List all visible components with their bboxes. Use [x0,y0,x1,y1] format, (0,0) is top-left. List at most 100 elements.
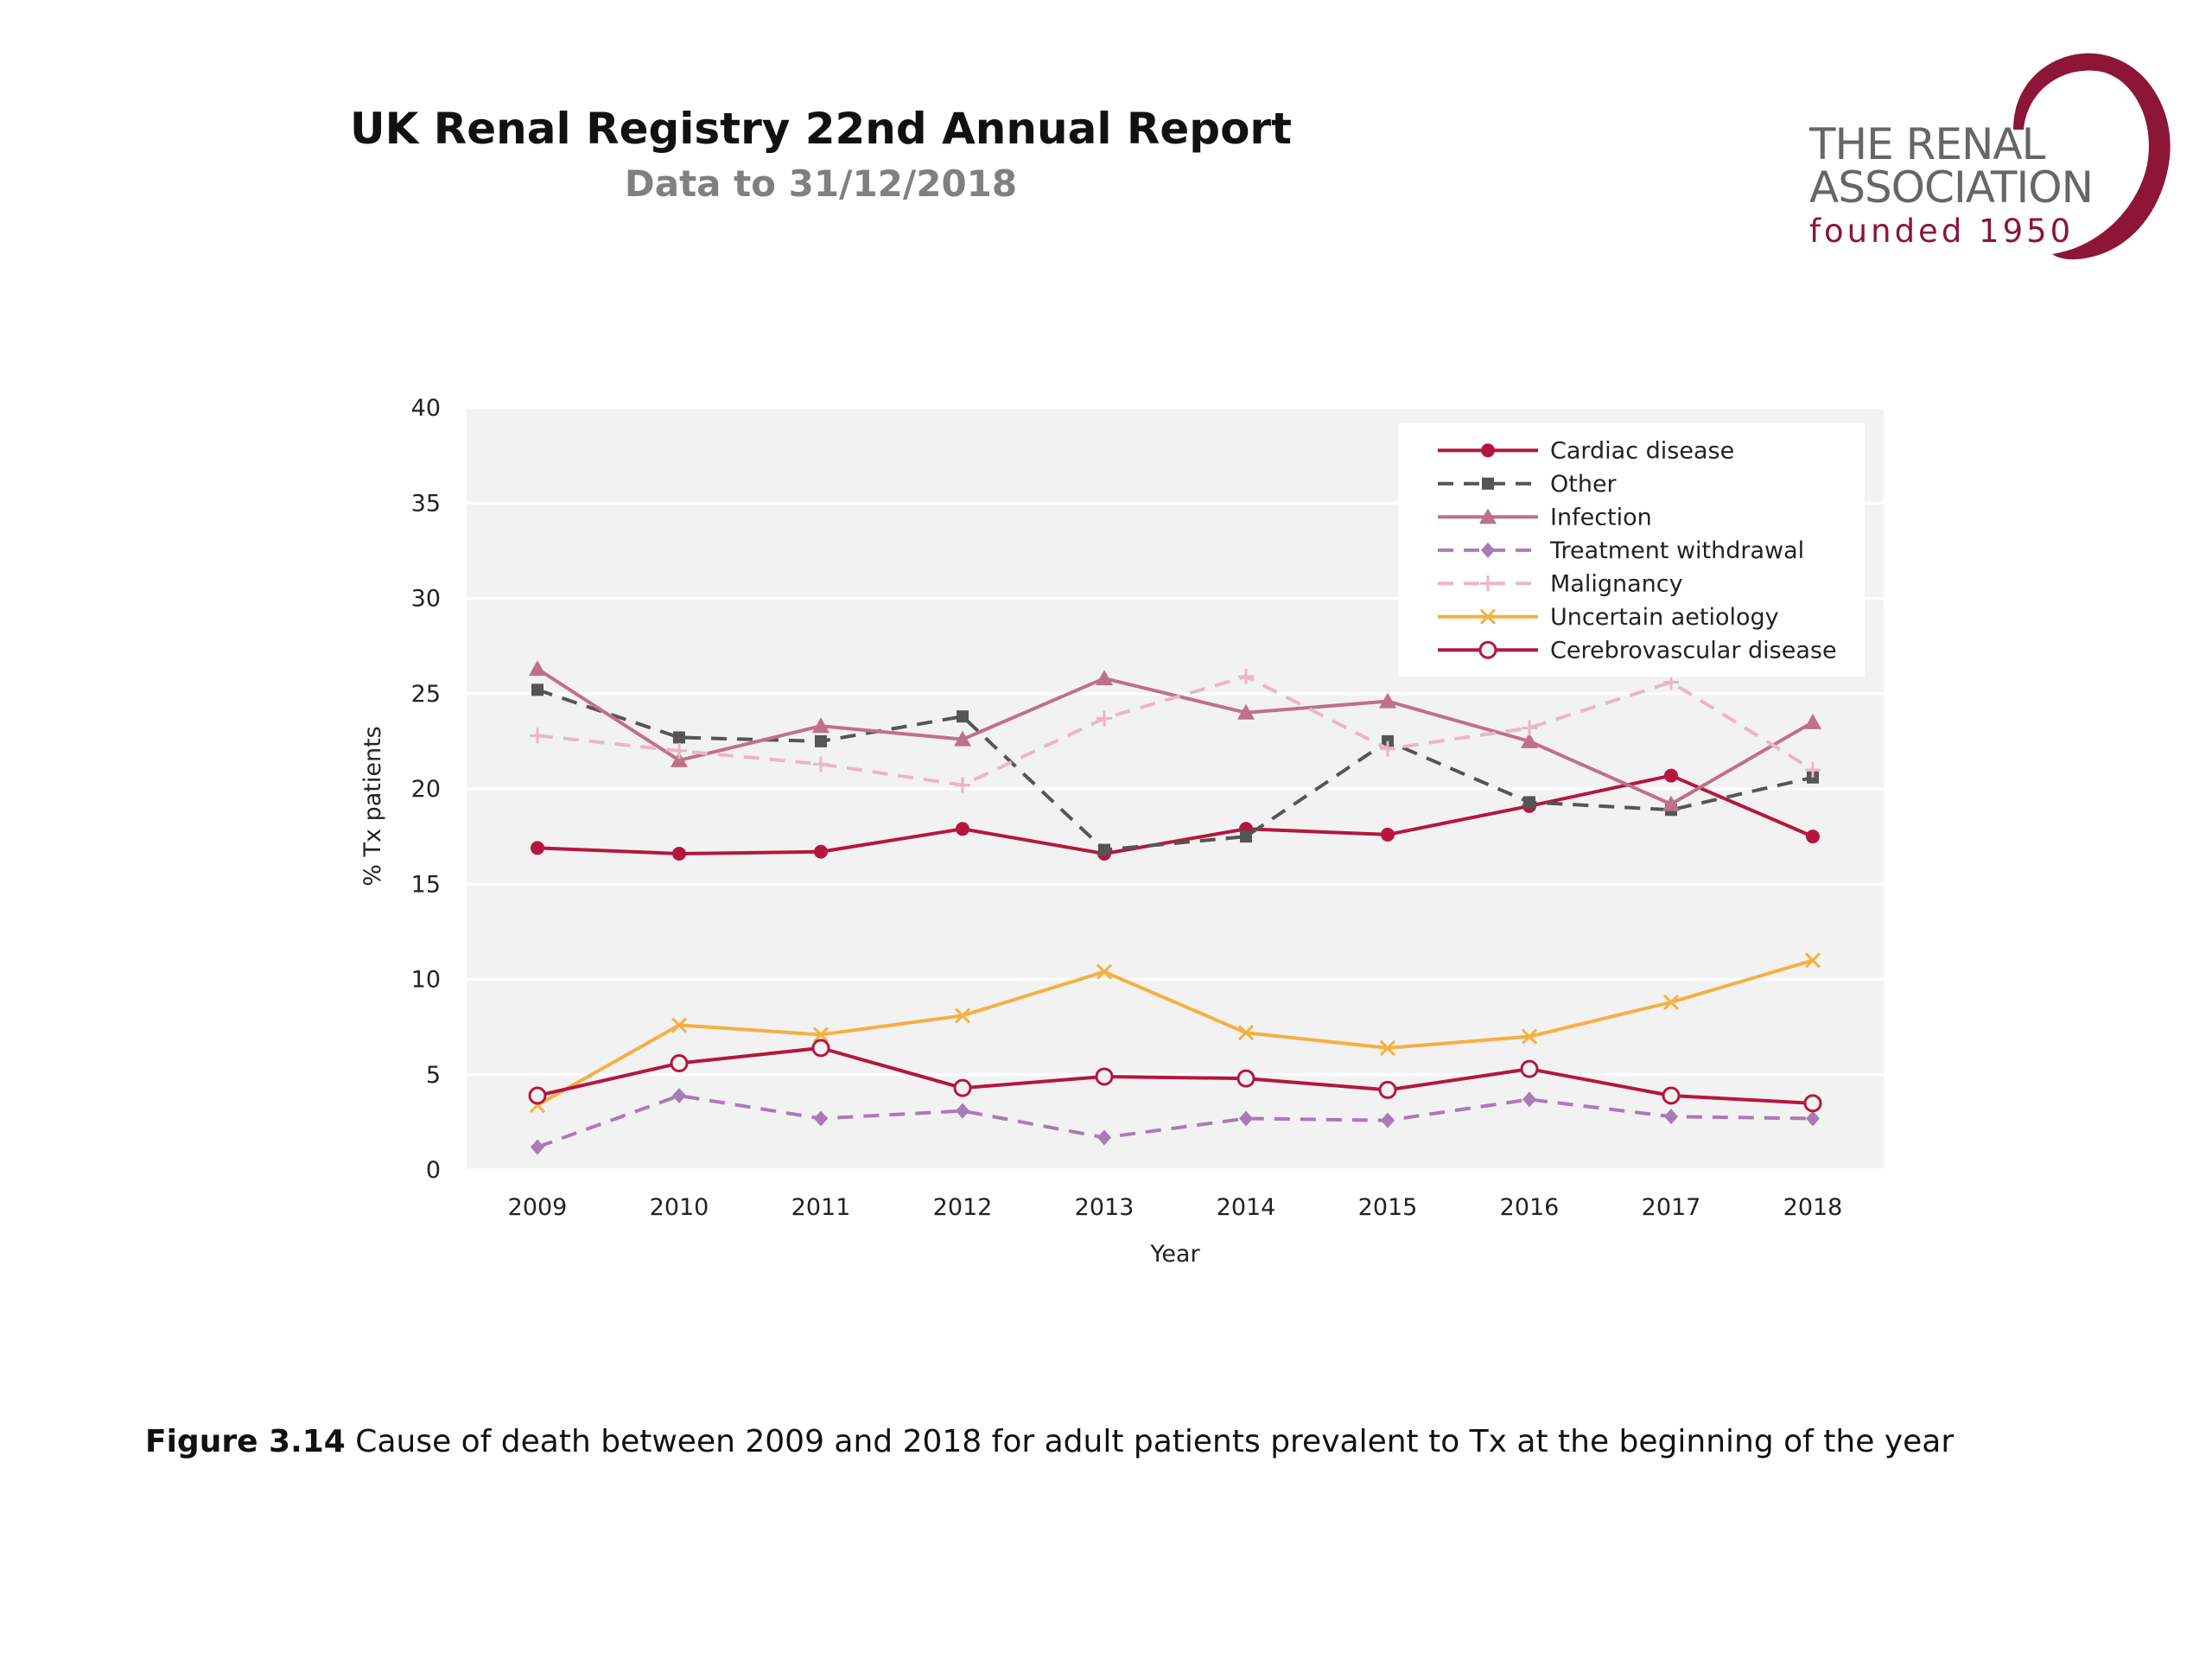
data-point-cardiac-disease [531,841,544,855]
data-point-infection [529,660,546,677]
legend-label-other: Other [1550,471,1618,498]
series-line-cardiac-disease [537,773,1814,855]
data-point-uncertain-aetiology [1096,963,1113,980]
series-line-uncertain-aetiology [537,958,1814,1107]
data-point-malignancy [813,756,829,772]
figure-caption-text: Cause of death between 2009 and 2018 for… [345,1424,1955,1459]
data-point-cerebrovascular-disease [1520,1059,1539,1078]
data-point-malignancy [1522,720,1537,736]
figure-caption-label: Figure 3.14 [145,1424,346,1459]
y-tick-label: 10 [411,967,441,994]
data-point-malignancy [530,728,545,744]
x-tick-label: 2011 [791,1194,851,1221]
data-point-cardiac-disease [672,846,686,861]
data-point-malignancy [1096,710,1112,727]
data-point-malignancy [1238,668,1254,684]
legend-marker-malignancy [1480,575,1496,592]
data-point-uncertain-aetiology [1521,1028,1538,1045]
data-point-malignancy [671,742,687,759]
data-point-other [1523,796,1535,809]
data-point-cerebrovascular-disease [1378,1080,1397,1099]
series-line-cerebrovascular-disease [537,1046,1814,1105]
y-tick-label: 35 [411,490,441,517]
data-point-treatment-withdrawal [672,1088,686,1104]
data-point-treatment-withdrawal [814,1110,828,1127]
data-point-treatment-withdrawal [531,1139,544,1155]
x-tick-label: 2016 [1500,1194,1560,1221]
figure-caption: Figure 3.14 Cause of death between 2009 … [145,1424,1954,1459]
data-point-treatment-withdrawal [1097,1129,1111,1146]
data-point-other [1240,830,1252,843]
data-point-cerebrovascular-disease [811,1039,830,1058]
data-point-malignancy [1380,741,1395,757]
data-point-infection [954,730,971,747]
data-point-infection [812,717,830,734]
data-point-cerebrovascular-disease [1662,1086,1681,1105]
data-point-other [531,683,543,696]
y-tick-label: 30 [411,586,441,613]
legend-label-cardiac-disease: Cardiac disease [1550,437,1734,464]
legend-marker-other [1482,477,1494,490]
x-tick-label: 2015 [1358,1194,1418,1221]
x-tick-label: 2009 [508,1194,568,1221]
data-point-other [1098,843,1110,856]
data-point-cerebrovascular-disease [528,1086,547,1105]
data-point-uncertain-aetiology [1804,952,1821,969]
data-point-cardiac-disease [1806,830,1820,844]
y-tick-label: 20 [411,776,441,803]
data-point-cerebrovascular-disease [670,1054,689,1073]
data-point-treatment-withdrawal [1664,1109,1678,1125]
data-point-infection [1662,795,1680,811]
y-tick-label: 5 [426,1062,441,1089]
data-point-cardiac-disease [1664,768,1678,783]
x-tick-label: 2018 [1783,1194,1843,1221]
data-point-treatment-withdrawal [1806,1110,1820,1127]
data-point-infection [1521,732,1538,748]
data-point-uncertain-aetiology [1237,1025,1255,1041]
data-point-uncertain-aetiology [671,1017,688,1033]
x-tick-label: 2017 [1642,1194,1701,1221]
legend-marker-treatment-withdrawal [1481,542,1495,558]
legend-marker-uncertain-aetiology [1479,608,1497,625]
data-point-cardiac-disease [814,844,828,859]
data-point-cerebrovascular-disease [1095,1067,1114,1086]
data-point-malignancy [1805,761,1821,778]
data-point-cardiac-disease [956,822,969,836]
logo-line-2: ASSOCIATION [1809,162,2094,213]
series-line-malignancy [537,674,1815,787]
legend-label-malignancy: Malignancy [1550,570,1683,597]
data-point-uncertain-aetiology [1662,994,1680,1011]
legend-label-uncertain-aetiology: Uncertain aetiology [1550,604,1779,631]
data-point-other [815,734,827,747]
x-tick-label: 2013 [1075,1194,1135,1221]
y-axis-label: % Tx patients [359,726,386,886]
data-point-infection [671,751,688,767]
data-point-malignancy [1663,674,1679,690]
series-line-treatment-withdrawal [537,1094,1814,1149]
y-tick-label: 15 [411,871,441,898]
legend-marker-cardiac-disease [1481,443,1495,458]
x-tick-label: 2014 [1217,1194,1276,1221]
data-point-malignancy [955,777,970,793]
data-point-treatment-withdrawal [1381,1112,1395,1128]
data-point-other [673,731,685,744]
x-tick-label: 2012 [933,1194,993,1221]
y-tick-label: 25 [411,681,441,708]
x-axis-label: Year [1149,1241,1200,1268]
data-point-infection [1804,713,1821,729]
legend-label-infection: Infection [1550,504,1652,531]
data-point-infection [1096,670,1113,686]
data-point-treatment-withdrawal [1239,1110,1253,1127]
renal-association-logo: THE RENAL ASSOCIATION founded 1950 [1797,43,2177,268]
logo-swirl-icon [2013,53,2171,260]
legend-label-cerebrovascular-disease: Cerebrovascular disease [1550,637,1837,664]
y-tick-label: 0 [426,1157,441,1184]
legend-marker-cerebrovascular-disease [1478,640,1497,659]
series-line-infection [536,667,1815,806]
data-point-other [957,710,969,723]
legend-label-treatment-withdrawal: Treatment withdrawal [1549,537,1804,564]
logo-line-1: THE RENAL [1809,119,2045,169]
data-point-cerebrovascular-disease [1803,1094,1822,1113]
data-point-cerebrovascular-disease [953,1078,972,1097]
